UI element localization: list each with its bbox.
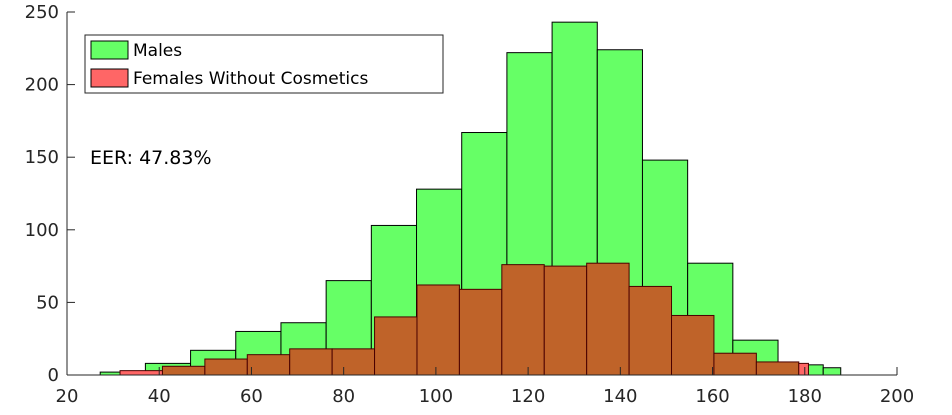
y-tick-label: 250 <box>25 2 59 23</box>
females-bar-6 <box>374 316 418 376</box>
females-bar-15 <box>755 361 800 376</box>
legend: Males Females Without Cosmetics <box>84 34 444 94</box>
legend-swatch-females <box>90 68 129 88</box>
x-tick-label: 140 <box>603 386 637 407</box>
females-bar-1 <box>161 365 206 376</box>
axes-group <box>66 11 898 376</box>
x-tick-labels: 20 40 60 80 100 120 140 160 180 200 <box>56 386 915 407</box>
females-bars-group <box>119 262 809 376</box>
y-tick-label: 50 <box>36 292 59 313</box>
females-bar-8 <box>458 288 503 376</box>
females-bar-9 <box>501 264 545 376</box>
x-tick-label: 100 <box>419 386 453 407</box>
y-tick-labels: 0 50 100 150 200 250 <box>25 2 59 386</box>
females-bar-16 <box>798 362 809 376</box>
x-tick-label: 200 <box>880 386 914 407</box>
females-bar-10 <box>543 265 588 376</box>
x-tick-label: 180 <box>788 386 822 407</box>
y-tick-label: 0 <box>48 365 59 386</box>
females-bar-5 <box>331 348 376 376</box>
males-bar-16 <box>822 367 842 376</box>
females-bar-13 <box>671 314 715 376</box>
females-bar-0 <box>119 370 163 376</box>
females-bar-3 <box>246 354 291 376</box>
females-bar-12 <box>628 285 673 376</box>
x-tick-label: 60 <box>240 386 263 407</box>
x-tick-label: 20 <box>56 386 79 407</box>
females-bar-14 <box>713 352 757 376</box>
legend-label-females: Females Without Cosmetics <box>133 69 368 89</box>
legend-label-males: Males <box>133 41 182 61</box>
x-tick-label: 120 <box>511 386 545 407</box>
legend-box <box>84 34 444 94</box>
y-tick-label: 200 <box>25 75 59 96</box>
eer-annotation: EER: 47.83% <box>90 147 212 169</box>
y-tick-label: 100 <box>25 220 59 241</box>
x-tick-label: 160 <box>695 386 729 407</box>
females-bar-4 <box>289 348 333 376</box>
females-bar-11 <box>586 262 630 376</box>
females-bar-7 <box>416 284 460 376</box>
females-bar-2 <box>204 358 248 376</box>
legend-swatch-males <box>90 40 129 60</box>
x-tick-label: 80 <box>332 386 355 407</box>
x-tick-label: 40 <box>148 386 171 407</box>
y-tick-label: 150 <box>25 147 59 168</box>
